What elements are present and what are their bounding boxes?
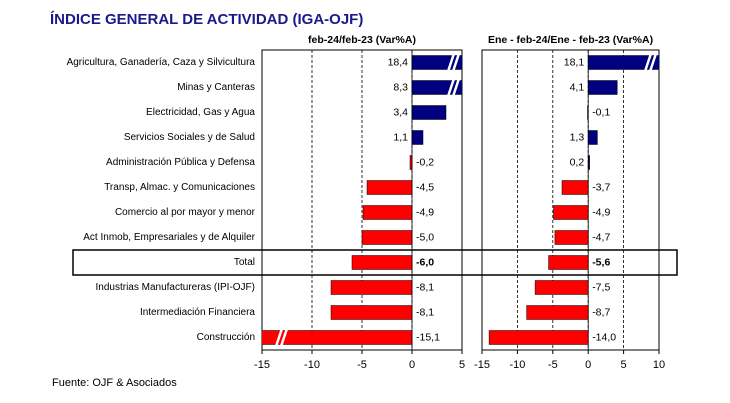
bar — [362, 205, 413, 220]
value-label: -7,5 — [592, 281, 610, 293]
bars — [262, 53, 462, 347]
bar — [561, 180, 589, 195]
x-tick-label: 10 — [653, 359, 665, 371]
category-label: Act Inmob, Empresariales y de Alquiler — [83, 232, 255, 243]
plot-frame — [481, 49, 660, 351]
x-tick-label: -5 — [548, 359, 558, 371]
value-label: -5,6 — [592, 256, 610, 268]
bar — [411, 105, 447, 120]
bar — [554, 230, 589, 245]
panel-subtitle: feb-24/feb-23 (Var%A) — [308, 34, 416, 46]
value-label: -0,2 — [416, 156, 434, 168]
value-label: 3,4 — [393, 106, 408, 118]
break-mark — [643, 53, 658, 72]
value-label: -4,5 — [416, 181, 434, 193]
bar — [330, 305, 413, 320]
panel-subtitle: Ene - feb-24/Ene - feb-23 (Var%A) — [488, 34, 653, 46]
value-label: -6,0 — [416, 256, 434, 268]
break-mark — [446, 78, 461, 97]
category-label: Administración Pública y Defensa — [106, 157, 255, 168]
bar — [488, 330, 589, 345]
value-label: 18,4 — [388, 56, 409, 68]
highlight-box — [72, 249, 678, 276]
bar — [526, 305, 589, 320]
category-label: Industrias Manufactureras (IPI-OJF) — [96, 282, 256, 293]
category-label: Electricidad, Gas y Agua — [146, 107, 255, 118]
bar — [587, 80, 618, 95]
value-label: -4,9 — [416, 206, 434, 218]
break-mark — [274, 328, 289, 347]
category-label: Comercio al por mayor y menor — [115, 207, 256, 218]
chart-title: ÍNDICE GENERAL DE ACTIVIDAD (IGA-OJF) — [50, 11, 363, 28]
value-label: -4,9 — [592, 206, 610, 218]
value-label: -5,0 — [416, 231, 434, 243]
value-label: 4,1 — [570, 81, 585, 93]
category-label: Intermediación Financiera — [140, 307, 255, 318]
value-label: -4,7 — [592, 231, 610, 243]
category-label: Minas y Canteras — [177, 82, 255, 93]
x-tick-label: 0 — [409, 359, 415, 371]
category-label: Construcción — [197, 332, 255, 343]
value-label: 8,3 — [393, 81, 408, 93]
bar — [534, 280, 589, 295]
source: Fuente: OJF & Asociados — [52, 377, 177, 389]
value-label: 18,1 — [564, 56, 585, 68]
value-label: -0,1 — [592, 106, 610, 118]
x-tick-label: -15 — [474, 359, 490, 371]
bar — [330, 280, 413, 295]
x-tick-label: -5 — [357, 359, 367, 371]
x-tick-label: 0 — [585, 359, 591, 371]
bar — [553, 205, 589, 220]
category-label: Transp, Almac. y Comunicaciones — [104, 182, 255, 193]
x-tick-label: 5 — [459, 359, 465, 371]
x-tick-label: -10 — [304, 359, 320, 371]
bars — [488, 53, 659, 345]
x-tick-label: -15 — [254, 359, 270, 371]
bar — [411, 130, 424, 145]
value-label: -3,7 — [592, 181, 610, 193]
bar — [351, 255, 413, 270]
value-label: 1,1 — [393, 131, 408, 143]
category-label: Total — [234, 257, 255, 268]
value-label: -8,1 — [416, 281, 434, 293]
value-label: -8,1 — [416, 306, 434, 318]
category-label: Servicios Sociales y de Salud — [124, 132, 255, 143]
x-tick-label: 5 — [621, 359, 627, 371]
x-tick-label: -10 — [509, 359, 525, 371]
bar — [361, 230, 413, 245]
value-label: -15,1 — [416, 331, 440, 343]
bar — [366, 180, 413, 195]
break-mark — [446, 53, 461, 72]
value-label: -14,0 — [592, 331, 616, 343]
bar — [548, 255, 589, 270]
value-label: -8,7 — [592, 306, 610, 318]
bar — [587, 130, 598, 145]
value-label: 1,3 — [570, 131, 585, 143]
value-label: 0,2 — [570, 156, 585, 168]
category-label: Agricultura, Ganadería, Caza y Silvicult… — [67, 57, 256, 68]
